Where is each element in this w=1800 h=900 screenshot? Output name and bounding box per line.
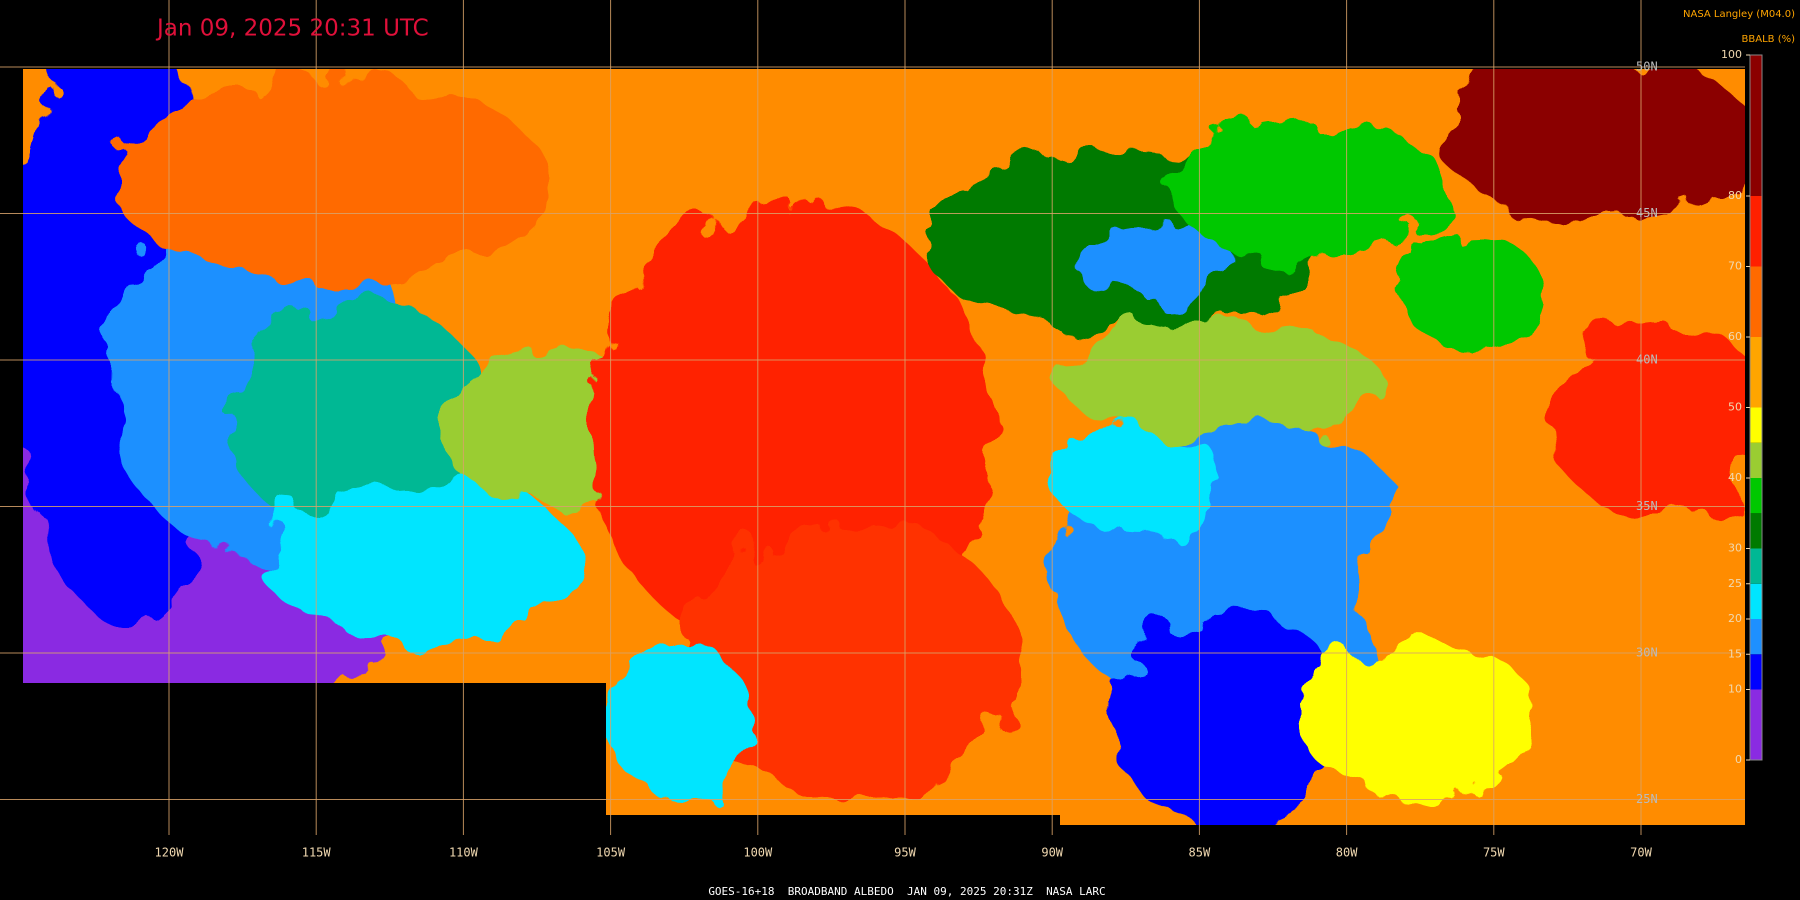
- graticule: [0, 0, 1745, 835]
- latitude-label: 25N: [1636, 792, 1658, 806]
- longitude-label: 85W: [1189, 846, 1211, 860]
- colorbar-segment: [1750, 407, 1762, 443]
- colorbar-tick-label: 100: [1721, 48, 1742, 61]
- albedo-image: [23, 69, 1745, 825]
- colorbar-segment: [1750, 442, 1762, 478]
- longitude-label: 80W: [1336, 846, 1358, 860]
- colorbar-segment: [1750, 583, 1762, 619]
- longitude-label: 110W: [449, 846, 479, 860]
- longitude-label: 70W: [1630, 846, 1652, 860]
- latitude-label: 45N: [1636, 206, 1658, 220]
- colorbar-title: BBALB (%): [1742, 34, 1796, 45]
- colorbar-segment: [1750, 654, 1762, 690]
- colorbar-tick-label: 15: [1728, 647, 1742, 660]
- latitude-label: 35N: [1636, 499, 1658, 513]
- timestamp: Jan 09, 2025 20:31 UTC: [155, 16, 429, 42]
- colorbar-segment: [1750, 513, 1762, 549]
- longitude-label: 90W: [1041, 846, 1063, 860]
- colorbar-tick-label: 25: [1728, 577, 1742, 590]
- colorbar-segment: [1750, 55, 1762, 196]
- colorbar-tick-label: 10: [1728, 683, 1742, 696]
- colorbar-segment: [1750, 689, 1762, 760]
- longitude-label: 115W: [302, 846, 332, 860]
- colorbar-tick-label: 80: [1728, 189, 1742, 202]
- colorbar-tick-label: 30: [1728, 542, 1742, 555]
- latitude-label: 50N: [1636, 60, 1658, 74]
- colorbar-segment: [1750, 196, 1762, 267]
- latitude-label: 40N: [1636, 353, 1658, 367]
- longitude-label: 100W: [743, 846, 773, 860]
- colorbar-tick-label: 0: [1735, 753, 1742, 766]
- colorbar-segment: [1750, 266, 1762, 337]
- footer: GOES-16+18 BROADBAND ALBEDO JAN 09, 2025…: [708, 885, 1105, 898]
- colorbar-tick-label: 60: [1728, 330, 1742, 343]
- longitude-label: 75W: [1483, 846, 1505, 860]
- longitude-label: 95W: [894, 846, 916, 860]
- latitude-label: 30N: [1636, 646, 1658, 660]
- colorbar-segment: [1750, 548, 1762, 584]
- colorbar-segment: [1750, 619, 1762, 655]
- colorbar-segment: [1750, 337, 1762, 408]
- colorbar-tick-label: 40: [1728, 471, 1742, 484]
- longitude-label: 120W: [155, 846, 185, 860]
- colorbar-tick-label: 70: [1728, 260, 1742, 273]
- longitude-label: 105W: [596, 846, 626, 860]
- source-label: NASA Langley (M04.0): [1683, 9, 1795, 20]
- colorbar-tick-label: 50: [1728, 401, 1742, 414]
- colorbar-segment: [1750, 478, 1762, 514]
- colorbar-tick-label: 20: [1728, 612, 1742, 625]
